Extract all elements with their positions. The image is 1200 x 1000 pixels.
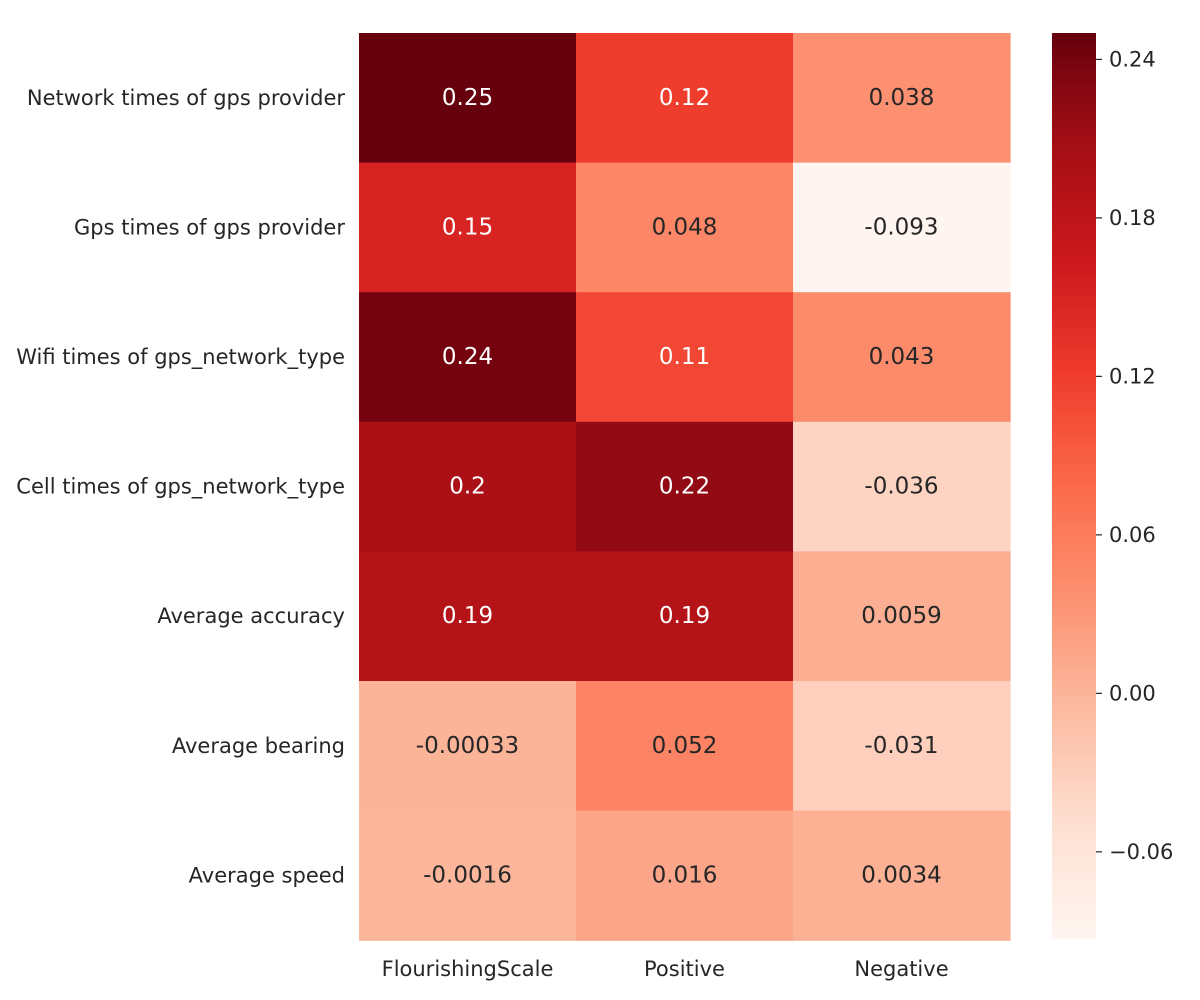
colorbar-tick-label: 0.24 [1109,47,1156,71]
cell-value-label: 0.038 [869,85,935,111]
cell-value-label: -0.00033 [416,733,519,759]
cell-labels: 0.25 0.12 0.038 0.15 0.048 -0.093 0.24 0.11 0.04… [416,85,942,889]
heatmap-cell-r5-c0 [359,681,577,812]
heatmap-cell-r4-c0 [359,551,577,682]
colorbar-tick-label: 0.00 [1109,681,1156,705]
cell-value-label: 0.24 [442,344,493,370]
heatmap-cell-r3-c1 [576,421,794,552]
heatmap-cell-r2-c0 [359,292,577,423]
cell-value-label: 0.12 [659,85,710,111]
row-label-network-times-of-gps-provider: Network times of gps provider [27,86,345,110]
heatmap-cell-r0-c2 [793,33,1011,164]
cell-value-label: 0.19 [659,603,710,629]
heatmap-cell-r0-c0 [359,33,577,164]
colorbar-ticks: 0.24 0.18 0.12 0.06 0.00 −0.06 [1096,47,1173,864]
heatmap-cell-r1-c0 [359,162,577,293]
heatmap-cell-r2-c1 [576,292,794,423]
cell-value-label: 0.15 [442,214,493,240]
column-label-positive: Positive [644,957,725,981]
row-label-gps-times-of-gps-provider: Gps times of gps provider [74,215,345,239]
heatmap-cell-r1-c1 [576,162,794,293]
row-label-average-accuracy: Average accuracy [157,604,345,628]
heatmap-cell-r6-c0 [359,810,577,941]
colorbar-tick-label: 0.12 [1109,364,1156,388]
column-label-negative: Negative [854,957,948,981]
cell-value-label: 0.11 [659,344,710,370]
heatmap-cell-r3-c2 [793,421,1011,552]
colorbar-gradient [1052,33,1096,939]
heatmap-cell-r5-c2 [793,681,1011,812]
cell-value-label: 0.016 [652,862,718,888]
cell-value-label: 0.043 [869,344,935,370]
cell-value-label: 0.0059 [861,603,941,629]
colorbar-tick-label: −0.06 [1109,840,1173,864]
heatmap-cell-r4-c2 [793,551,1011,682]
column-labels: FlourishingScale Positive Negative [382,957,949,981]
row-labels: Network times of gps provider Gps times o… [16,86,345,888]
column-label-flourishingscale: FlourishingScale [382,957,554,981]
heatmap-cell-r5-c1 [576,681,794,812]
cell-value-label: 0.19 [442,603,493,629]
cell-value-label: -0.031 [864,733,938,759]
heatmap-cell-r6-c1 [576,810,794,941]
heatmap-cell-r4-c1 [576,551,794,682]
heatmap-cell-r6-c2 [793,810,1011,941]
cell-value-label: 0.25 [442,85,493,111]
heatmap-cell-r0-c1 [576,33,794,164]
colorbar: 0.24 0.18 0.12 0.06 0.00 −0.06 [1052,33,1173,939]
cell-value-label: 0.2 [449,474,486,500]
row-label-cell-times-of-gps-network-type: Cell times of gps_network_type [16,475,345,500]
heatmap-cell-r1-c2 [793,162,1011,293]
cell-value-label: -0.093 [864,214,938,240]
cell-value-label: 0.048 [652,214,718,240]
cell-value-label: 0.0034 [861,862,941,888]
heatmap-cell-r3-c0 [359,421,577,552]
heatmap-cells [359,33,1011,941]
cell-value-label: 0.052 [652,733,718,759]
cell-value-label: 0.22 [659,474,710,500]
row-label-wifi-times-of-gps-network-type: Wifi times of gps_network_type [16,345,345,370]
row-label-average-bearing: Average bearing [172,734,345,758]
colorbar-tick-label: 0.18 [1109,206,1156,230]
cell-value-label: -0.036 [864,474,938,500]
row-label-average-speed: Average speed [189,863,345,887]
colorbar-tick-label: 0.06 [1109,523,1156,547]
heatmap-cell-r2-c2 [793,292,1011,423]
cell-value-label: -0.0016 [423,862,512,888]
